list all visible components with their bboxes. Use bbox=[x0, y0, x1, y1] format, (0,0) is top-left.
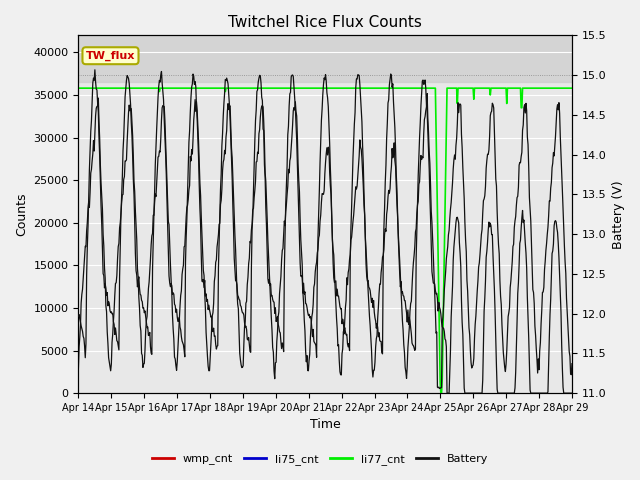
Y-axis label: Battery (V): Battery (V) bbox=[612, 180, 625, 249]
Text: TW_flux: TW_flux bbox=[86, 50, 135, 61]
X-axis label: Time: Time bbox=[310, 419, 340, 432]
Bar bbox=[79, 36, 572, 82]
Title: Twitchel Rice Flux Counts: Twitchel Rice Flux Counts bbox=[228, 15, 422, 30]
Y-axis label: Counts: Counts bbox=[15, 192, 28, 236]
Legend: wmp_cnt, li75_cnt, li77_cnt, Battery: wmp_cnt, li75_cnt, li77_cnt, Battery bbox=[147, 450, 493, 469]
